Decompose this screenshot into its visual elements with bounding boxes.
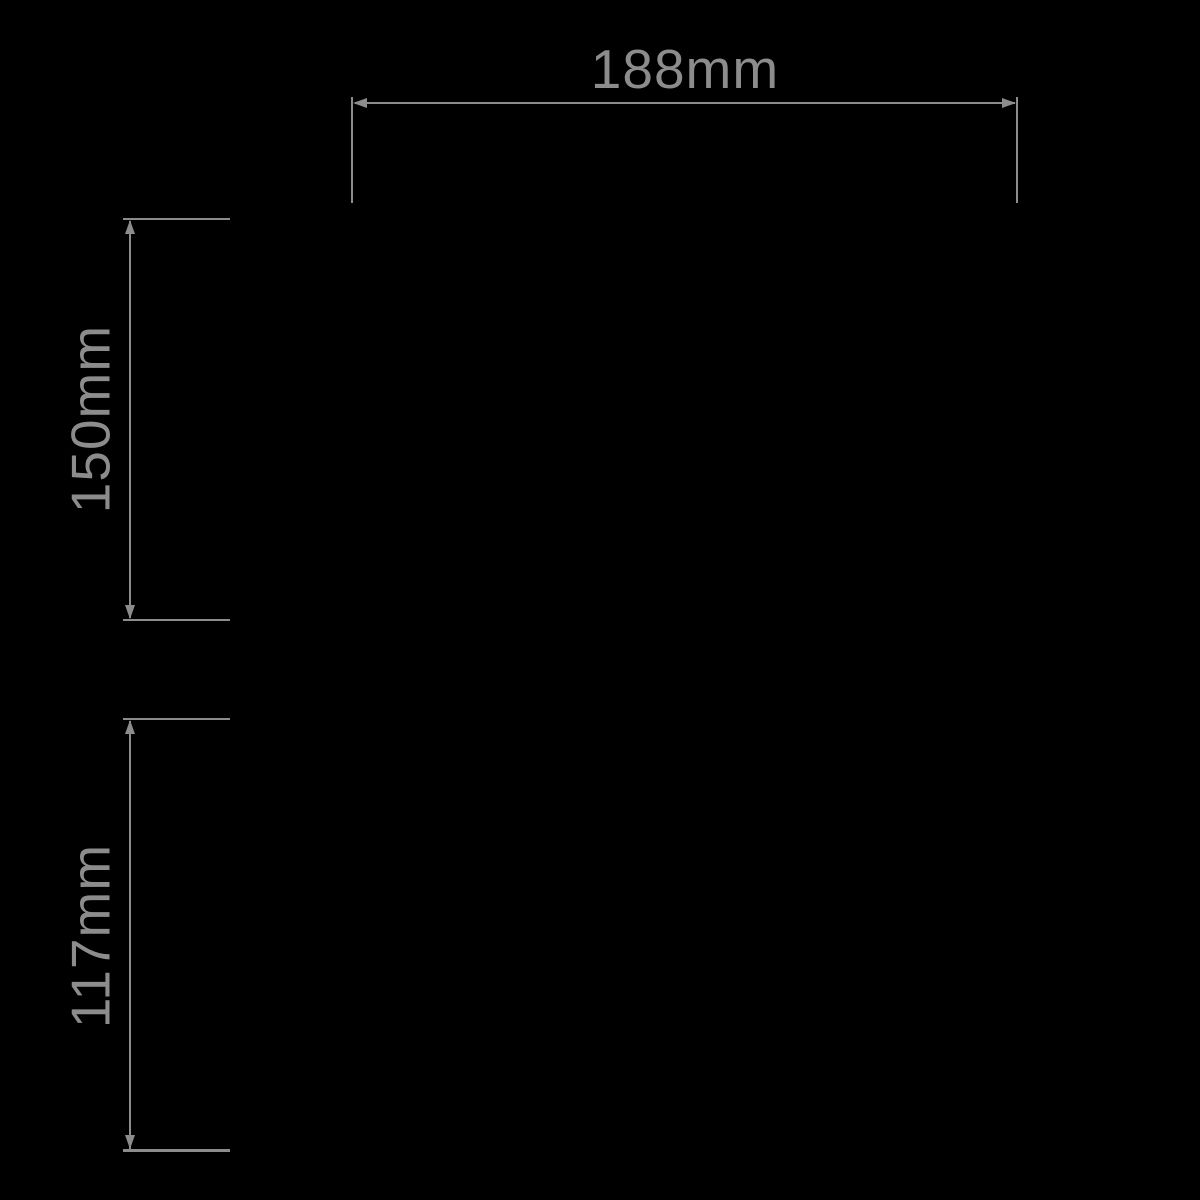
height-upper-tick-top (123, 218, 230, 220)
height-upper-dimension-label: 150mm (59, 324, 122, 514)
height-lower-tick-top (123, 718, 230, 720)
width-arrowhead-right-icon (1002, 98, 1016, 108)
width-arrowhead-left-icon (353, 98, 367, 108)
height-upper-tick-bottom (123, 619, 230, 621)
width-dimension-label: 188mm (590, 38, 780, 100)
width-extension-line-left (351, 97, 353, 203)
width-dimension-line (355, 102, 1015, 104)
height-upper-arrowhead-down-icon (125, 605, 135, 619)
width-extension-line-right (1016, 97, 1018, 203)
height-upper-arrowhead-up-icon (125, 220, 135, 234)
height-lower-dimension-label: 117mm (59, 843, 122, 1029)
height-lower-arrowhead-down-icon (125, 1135, 135, 1149)
height-lower-arrowhead-up-icon (125, 720, 135, 734)
height-lower-tick-bottom (123, 1149, 230, 1152)
height-upper-dimension-line (129, 221, 131, 618)
height-lower-dimension-line (129, 721, 131, 1149)
